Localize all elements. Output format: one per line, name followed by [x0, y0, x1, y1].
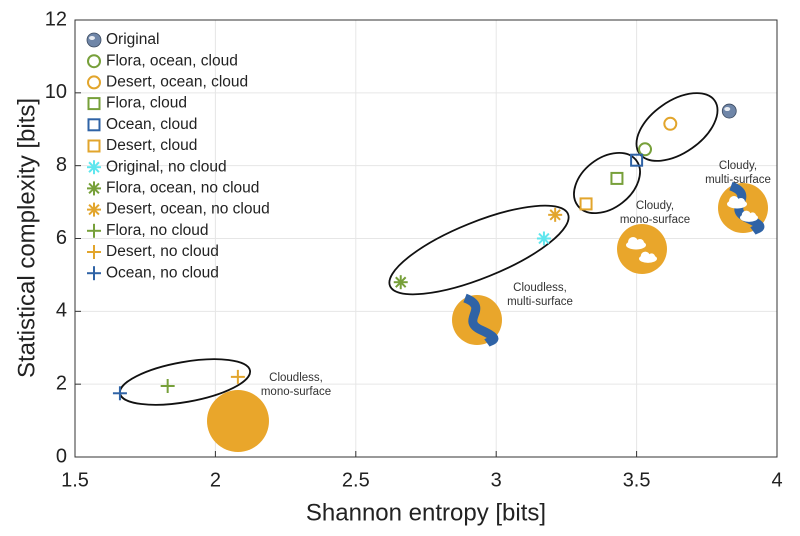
y-tick-label: 12	[45, 8, 67, 30]
marker	[393, 275, 408, 290]
globe-land	[89, 36, 95, 40]
icon-cloud	[639, 251, 657, 263]
marker	[87, 118, 101, 132]
cloud-part	[737, 198, 745, 206]
y-axis-label: Statistical complexity [bits]	[13, 98, 40, 378]
legend-label: Flora, ocean, cloud	[106, 52, 238, 69]
legend-label: Desert, cloud	[106, 137, 197, 154]
icon	[207, 390, 269, 452]
marker	[87, 139, 101, 153]
marker	[87, 75, 101, 90]
x-tick-label: 3.5	[623, 469, 651, 491]
cloud-part	[729, 196, 739, 206]
legend-label: Original, no cloud	[106, 158, 227, 175]
marker	[630, 153, 644, 167]
annotation: Cloudless,	[513, 282, 567, 294]
stroke	[88, 182, 100, 195]
y-tick-label: 10	[45, 81, 67, 103]
marker	[160, 378, 175, 393]
marker	[87, 181, 101, 196]
legend-label: Desert, no cloud	[106, 243, 219, 260]
marker	[721, 103, 737, 119]
square	[87, 139, 101, 153]
circle	[87, 75, 101, 90]
x-tick-label: 4	[771, 469, 782, 491]
cloud-part	[640, 251, 650, 261]
cloud-part	[741, 210, 751, 220]
marker	[87, 245, 101, 259]
y-tick-label: 4	[56, 300, 67, 322]
stroke	[88, 161, 100, 173]
annotation: Cloudy,	[636, 200, 674, 212]
legend-label: Flora, no cloud	[106, 222, 209, 239]
stroke	[538, 232, 550, 245]
cloud-part	[648, 253, 656, 261]
cloud-part	[628, 237, 638, 247]
legend-label: Desert, ocean, cloud	[106, 73, 248, 90]
stroke	[88, 203, 100, 216]
annotation: multi-surface	[507, 296, 573, 308]
y-tick-label: 0	[56, 445, 67, 467]
square	[610, 171, 624, 185]
group-ellipse	[388, 204, 570, 296]
icon-river	[463, 293, 499, 347]
cloud-part	[749, 212, 757, 220]
square	[87, 118, 101, 132]
marker	[87, 160, 101, 175]
legend-label: Original	[106, 31, 159, 48]
square	[630, 153, 644, 167]
marker	[536, 231, 551, 246]
annotation: Cloudy,	[719, 160, 757, 172]
x-axis-label: Shannon entropy [bits]	[306, 499, 546, 526]
marker	[86, 32, 102, 48]
group-ellipse	[573, 151, 641, 215]
square	[579, 197, 593, 211]
group-ellipse	[635, 92, 719, 162]
y-tick-label: 6	[56, 227, 67, 249]
x-tick-label: 2	[210, 469, 221, 491]
annotation: mono-surface	[261, 386, 331, 398]
marker	[87, 54, 101, 69]
icon-cloud	[740, 210, 758, 222]
globe	[721, 103, 737, 119]
globe-land	[724, 107, 731, 112]
legend-label: Ocean, no cloud	[106, 264, 219, 281]
circle	[663, 116, 678, 131]
x-tick-label: 1.5	[61, 469, 89, 491]
legend-label: Ocean, cloud	[106, 116, 197, 133]
y-tick-label: 8	[56, 154, 67, 176]
circle	[638, 142, 653, 157]
circle	[87, 54, 101, 69]
legend-label: Desert, ocean, no cloud	[106, 201, 270, 218]
marker	[638, 142, 653, 157]
x-tick-label: 2.5	[342, 469, 370, 491]
marker	[87, 202, 101, 217]
legend-label: Flora, ocean, no cloud	[106, 179, 259, 196]
marker	[548, 207, 563, 222]
stroke	[395, 276, 407, 288]
marker	[87, 223, 101, 238]
x-tick-label: 3	[491, 469, 502, 491]
icon	[617, 224, 667, 274]
y-tick-label: 2	[56, 372, 67, 394]
stroke	[549, 209, 561, 221]
annotation: mono-surface	[620, 214, 690, 226]
marker	[610, 171, 624, 185]
cloud-part	[636, 239, 644, 247]
marker	[87, 266, 101, 281]
globe	[86, 32, 102, 48]
marker	[230, 369, 245, 384]
icon-cloud	[727, 196, 747, 209]
marker	[663, 116, 678, 131]
annotation: Cloudless,	[269, 372, 323, 384]
marker	[579, 197, 593, 211]
marker	[87, 97, 101, 111]
icon-cloud	[626, 237, 646, 250]
annotation: multi-surface	[705, 174, 771, 186]
marker	[112, 386, 127, 401]
legend-label: Flora, cloud	[106, 95, 187, 112]
square	[87, 97, 101, 111]
plot-frame	[74, 19, 778, 458]
